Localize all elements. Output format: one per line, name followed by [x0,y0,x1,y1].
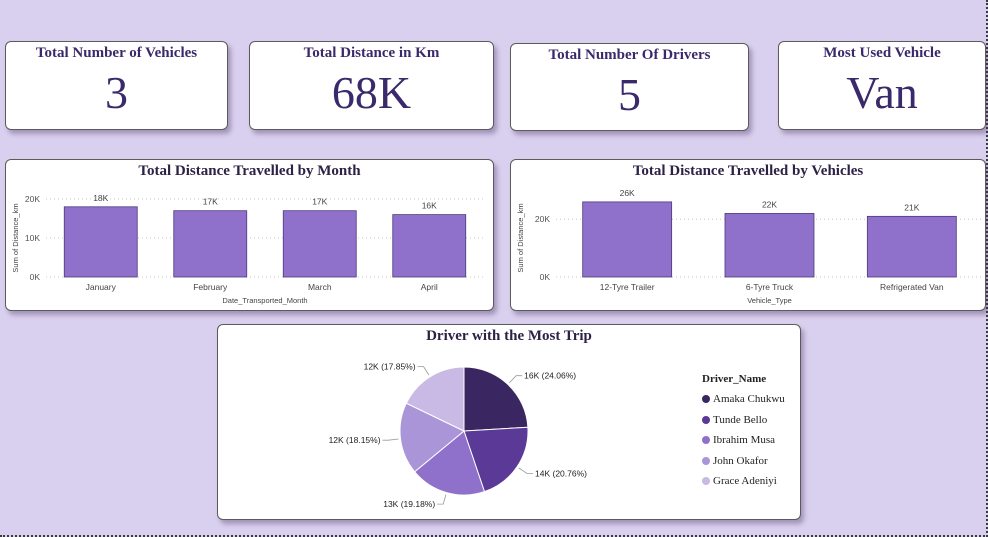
x-tick-label: March [308,282,332,292]
pie-leader-line [382,438,399,441]
x-tick-label: Refrigerated Van [880,282,944,292]
bar-data-label: 17K [312,197,327,207]
chart-card-distance-by-vehicle[interactable]: Total Distance Travelled by Vehicles 0K 2… [510,159,986,311]
chart-card-driver-trips[interactable]: Driver with the Most Trip 16K (24.06%) 14… [217,324,801,520]
kpi-card-drivers[interactable]: Total Number Of Drivers 5 [510,43,749,131]
kpi-title: Most Used Vehicle [823,45,941,61]
pie-slice [399,402,465,473]
kpi-title: Total Distance in Km [303,45,440,61]
kpi-card-most-used-vehicle[interactable]: Most Used Vehicle Van [778,41,986,130]
pie-data-label: 12K (18.15%) [329,435,381,445]
bar [392,214,467,278]
kpi-card-distance[interactable]: Total Distance in Km 68K [249,41,494,130]
pie-data-label: 13K (19.18%) [383,499,435,509]
x-tick-label: February [193,282,228,292]
bar-chart-month: 0K 10K 20K 18K January 17K February 17K March 16K… [11,193,484,305]
y-axis-label: Sum of Distance_km [11,203,20,272]
legend-item[interactable]: John Okafor [702,451,785,472]
legend-label: Grace Adeniyi [713,475,777,488]
legend-label: Amaka Chukwu [713,393,785,406]
legend-label: Ibrahim Musa [713,434,776,447]
bar-data-label: 22K [762,199,777,209]
legend-title: Driver_Name [702,373,767,385]
pie-chart-drivers: 16K (24.06%) 14K (20.76%) 13K (19.18%) 12K … [329,362,588,509]
y-axis-label: Sum of Distance_km [516,203,525,272]
kpi-value: 3 [105,67,128,118]
legend-marker [702,456,710,465]
bar [173,210,248,278]
pie-slice [463,426,529,493]
pie-data-label: 16K (24.06%) [524,371,576,381]
legend-marker [702,436,710,445]
bar-data-label: 16K [422,201,437,211]
legend-item[interactable]: Grace Adeniyi [702,471,785,492]
bar [866,215,957,278]
y-tick-label: 0K [540,272,551,282]
kpi-title: Total Number of Vehicles [35,45,198,61]
bar [582,201,673,278]
y-tick-label: 10K [25,233,40,243]
x-axis-label: Vehicle_Type [747,296,792,305]
y-tick-label: 20K [25,194,40,204]
x-tick-label: April [421,282,438,292]
chart-title: Total Distance Travelled by Vehicles [632,163,864,179]
pie-slice [463,366,529,432]
y-tick-label: 0K [30,272,41,282]
pie-slice [413,430,486,496]
pie-leader-line [518,467,534,474]
bar [63,206,138,278]
pie-leader-line [437,494,447,505]
legend-item[interactable]: Amaka Chukwu [702,389,785,410]
kpi-value: 5 [618,69,641,120]
x-axis-label: Date_Transported_Month [222,296,307,305]
x-tick-label: 6-Tyre Truck [746,282,794,292]
legend-item[interactable]: Ibrahim Musa [702,430,785,451]
legend-marker [702,415,710,424]
pie-legend: Driver_Name Amaka Chukwu Tunde Bello Ibrah… [702,373,785,492]
legend-label: Tunde Bello [713,413,768,426]
chart-card-distance-by-month[interactable]: Total Distance Travelled by Month 0K 10K 2… [5,159,494,311]
chart-title: Driver with the Most Trip [426,328,592,344]
y-tick-label: 20K [535,214,550,224]
legend-marker [702,477,710,486]
legend-item[interactable]: Tunde Bello [702,410,785,431]
bar [724,213,815,278]
pie-data-label: 14K (20.76%) [535,468,587,478]
kpi-card-vehicles[interactable]: Total Number of Vehicles 3 [5,41,228,130]
x-tick-label: January [86,282,117,292]
pie-data-label: 12K (17.85%) [364,362,416,372]
pie-leader-line [508,375,523,384]
kpi-title: Total Number Of Drivers [548,47,711,63]
x-tick-label: 12-Tyre Trailer [600,282,655,292]
bar-data-label: 18K [93,193,108,203]
pie-leader-line [417,366,430,376]
bar-data-label: 21K [904,202,919,212]
kpi-value: Van [846,67,918,118]
legend-marker [702,395,710,404]
bar [282,210,357,278]
kpi-value: 68K [331,67,412,118]
pie-slice [405,366,465,432]
legend-label: John Okafor [713,454,768,467]
chart-title: Total Distance Travelled by Month [138,163,361,179]
bar-chart-vehicle: 0K 20K 26K 12-Tyre Trailer 22K 6-Tyre Truck 21… [516,188,983,305]
bar-data-label: 26K [620,188,635,198]
bar-data-label: 17K [203,197,218,207]
